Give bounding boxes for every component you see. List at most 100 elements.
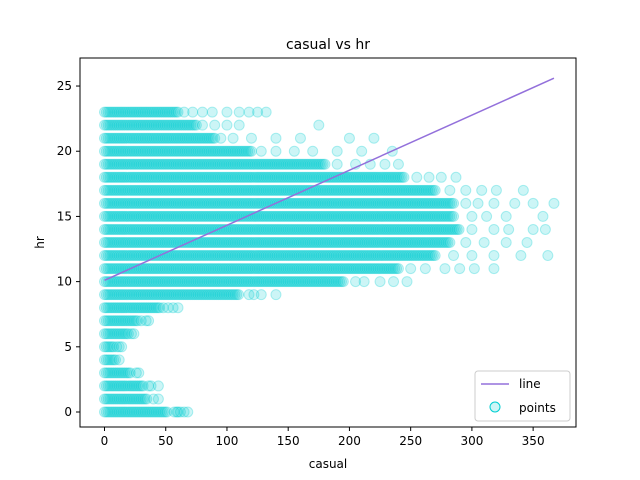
scatter-point xyxy=(321,250,333,262)
scatter-point xyxy=(189,276,201,288)
y-tick-label: 20 xyxy=(57,144,72,158)
scatter-point xyxy=(350,250,362,262)
scatter-point xyxy=(100,393,112,405)
scatter-point xyxy=(194,223,206,235)
scatter-point xyxy=(290,223,302,235)
scatter-point xyxy=(500,237,512,248)
scatter-point xyxy=(369,237,381,248)
scatter-point xyxy=(172,263,184,275)
scatter-point xyxy=(242,263,254,275)
scatter-point xyxy=(275,250,287,262)
scatter-point xyxy=(115,367,127,379)
scatter-point xyxy=(154,276,166,288)
scatter-point xyxy=(205,250,217,262)
scatter-point xyxy=(392,158,404,170)
scatter-point xyxy=(405,263,417,275)
scatter-point xyxy=(255,145,267,157)
scatter-point xyxy=(328,263,340,275)
scatter-point xyxy=(356,223,368,235)
scatter-point xyxy=(332,250,344,262)
scatter-point xyxy=(352,223,364,235)
scatter-point xyxy=(225,237,237,248)
scatter-point xyxy=(220,263,232,275)
scatter-point xyxy=(166,289,178,301)
scatter-point xyxy=(310,276,322,288)
scatter-point xyxy=(172,250,184,262)
scatter-point xyxy=(115,380,127,392)
scatter-point xyxy=(113,341,125,353)
scatter-point xyxy=(174,289,186,301)
scatter-point xyxy=(111,406,123,418)
scatter-point xyxy=(104,367,116,379)
scatter-point xyxy=(319,276,331,288)
scatter-point xyxy=(260,263,272,275)
scatter-point xyxy=(124,393,136,405)
scatter-point xyxy=(301,250,313,262)
scatter-point xyxy=(126,250,138,262)
scatter-point xyxy=(346,263,358,275)
scatter-point xyxy=(370,237,382,248)
scatter-point xyxy=(242,276,254,288)
scatter-point xyxy=(302,223,314,235)
scatter-point xyxy=(411,237,423,248)
scatter-point xyxy=(150,406,162,418)
scatter-point xyxy=(104,354,116,366)
scatter-point xyxy=(273,250,285,262)
scatter-point xyxy=(295,250,307,262)
x-tick-label: 150 xyxy=(277,434,300,448)
scatter-point xyxy=(133,276,145,288)
scatter-point xyxy=(313,263,325,275)
scatter-point xyxy=(98,406,110,418)
scatter-point xyxy=(126,302,138,314)
scatter-point xyxy=(326,250,338,262)
scatter-point xyxy=(212,237,224,248)
scatter-point xyxy=(290,276,302,288)
scatter-point xyxy=(111,315,123,327)
scatter-point xyxy=(137,223,149,235)
scatter-point xyxy=(240,263,252,275)
scatter-point xyxy=(345,223,357,235)
scatter-point xyxy=(108,289,120,301)
scatter-point xyxy=(150,289,162,301)
scatter-point xyxy=(468,263,480,275)
scatter-point xyxy=(159,223,171,235)
scatter-point xyxy=(139,276,151,288)
scatter-point xyxy=(260,276,272,288)
scatter-point xyxy=(141,263,153,275)
scatter-point xyxy=(144,276,156,288)
scatter-point xyxy=(527,223,539,235)
scatter-point xyxy=(427,237,439,248)
scatter-point xyxy=(128,223,140,235)
scatter-point xyxy=(152,263,164,275)
scatter-point xyxy=(365,250,377,262)
scatter-point xyxy=(356,237,368,248)
scatter-point xyxy=(117,315,129,327)
scatter-point xyxy=(330,276,342,288)
scatter-point xyxy=(181,289,193,301)
scatter-point xyxy=(313,237,325,248)
scatter-point xyxy=(343,263,355,275)
scatter-point xyxy=(132,302,144,314)
scatter-point xyxy=(124,315,136,327)
scatter-point xyxy=(330,250,342,262)
scatter-point xyxy=(374,223,386,235)
scatter-point xyxy=(236,250,248,262)
scatter-point xyxy=(358,237,370,248)
scatter-point xyxy=(326,276,338,288)
scatter-point xyxy=(130,289,142,301)
scatter-point xyxy=(108,341,120,353)
scatter-point xyxy=(201,276,213,288)
scatter-point xyxy=(374,263,386,275)
scatter-point xyxy=(179,223,191,235)
scatter-point xyxy=(152,289,164,301)
scatter-point xyxy=(310,237,322,248)
scatter-point xyxy=(236,276,248,288)
scatter-point xyxy=(234,263,246,275)
scatter-point xyxy=(115,250,127,262)
scatter-point xyxy=(365,223,377,235)
scatter-point xyxy=(102,263,114,275)
scatter-point xyxy=(174,263,186,275)
scatter-point xyxy=(163,237,175,248)
scatter-point xyxy=(137,380,149,392)
scatter-point xyxy=(251,223,263,235)
